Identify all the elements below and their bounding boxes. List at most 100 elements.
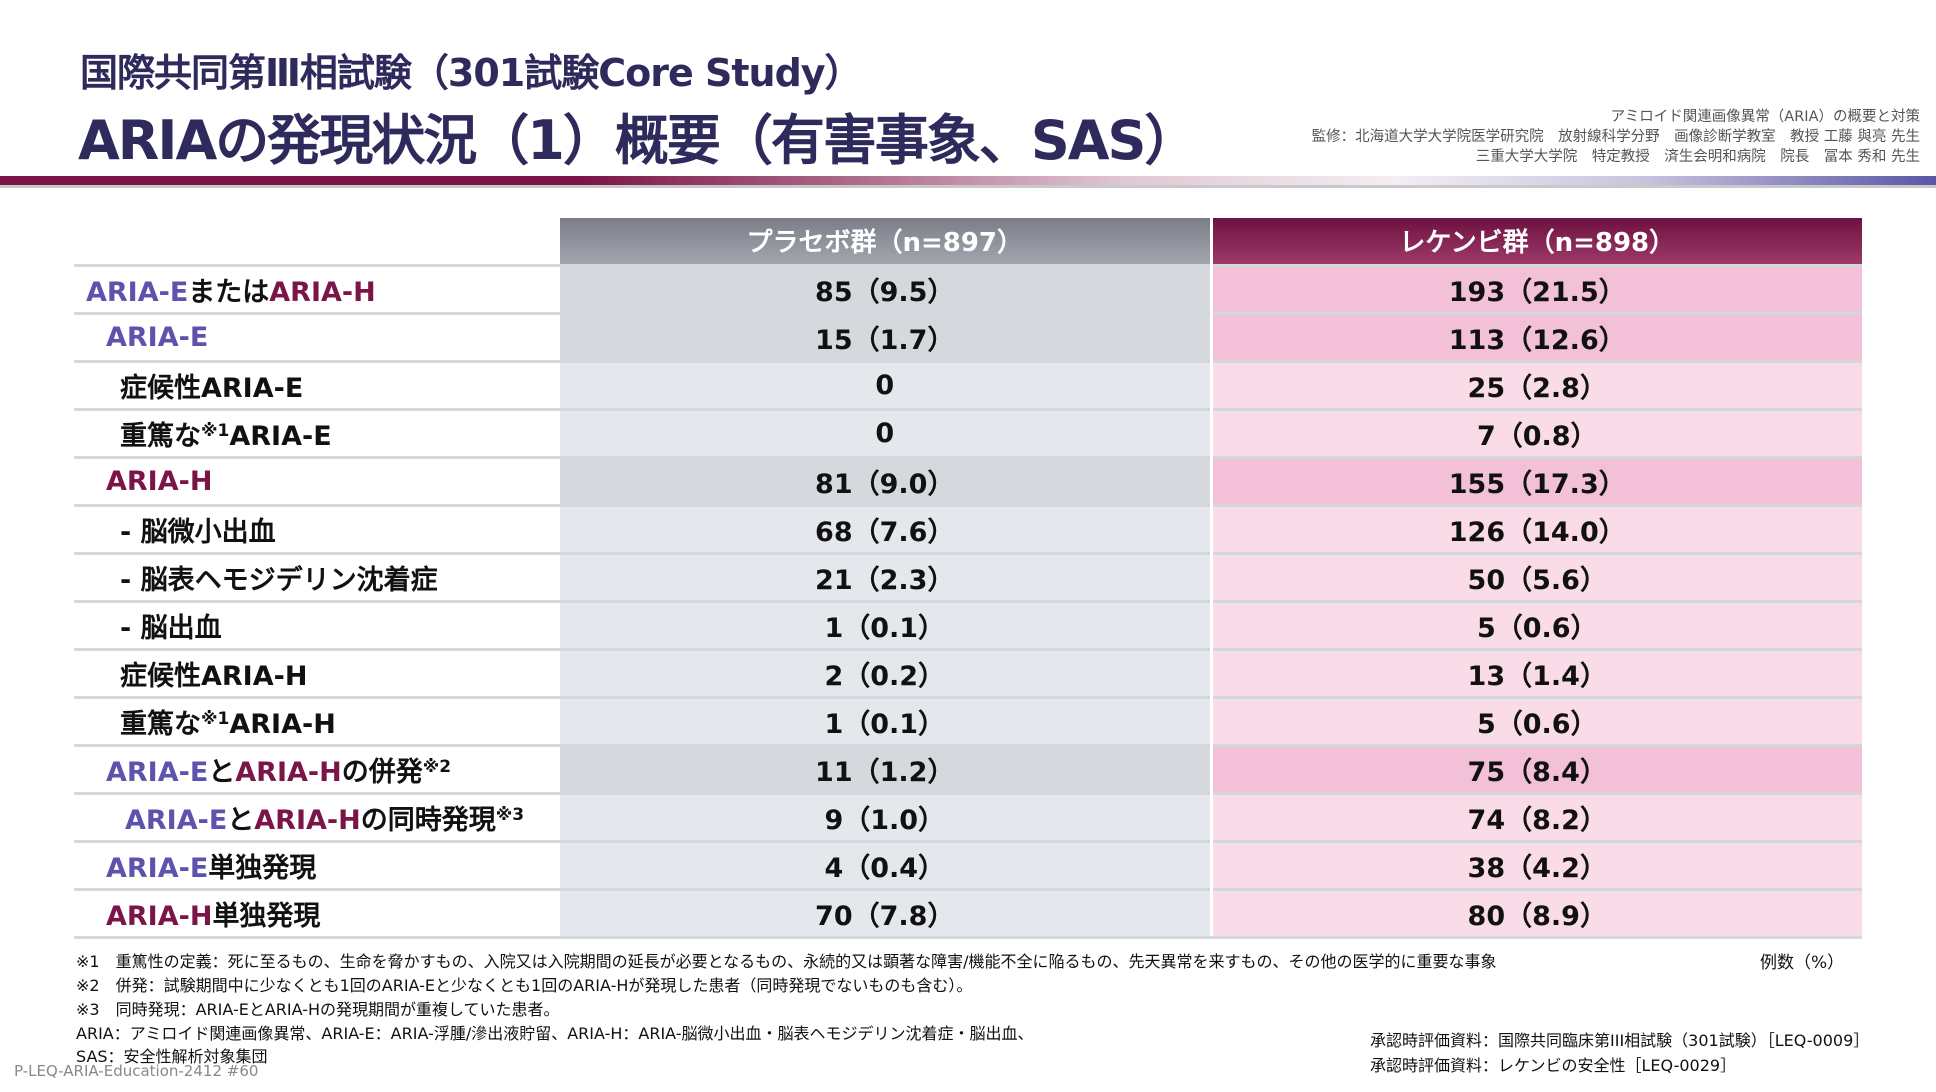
row-label-segment: 重篤な — [120, 708, 201, 740]
table-row: - 脳微小出血 68（7.6） 126（14.0） — [74, 503, 1862, 553]
row-label: ARIA-E — [74, 311, 560, 361]
placebo-value: 68（7.6） — [560, 503, 1211, 553]
placebo-value: 70（7.8） — [560, 887, 1211, 939]
column-header-lecanemab: レケンビ群（n=898） — [1209, 218, 1862, 265]
row-label: ARIA-EまたはARIA-H — [74, 263, 560, 313]
row-label-segment: ARIA-E — [106, 756, 209, 788]
aria-incidence-table: プラセボ群（n=897） レケンビ群（n=898） ARIA-EまたはARIA-… — [74, 218, 1862, 939]
row-label: - 脳出血 — [74, 599, 560, 649]
row-label: 重篤な※1ARIA-E — [74, 407, 560, 457]
table-row: ARIA-EまたはARIA-H 85（9.5） 193（21.5） — [74, 263, 1862, 313]
row-label-segment: ARIA-E — [86, 276, 189, 308]
footnote-marker: ※1 — [201, 708, 230, 729]
placebo-value: 15（1.7） — [560, 311, 1211, 361]
lecanemab-value: 5（0.6） — [1209, 695, 1862, 745]
row-label: ARIA-H — [74, 455, 560, 505]
placebo-value: 0 — [560, 359, 1211, 409]
row-label-segment: または — [188, 276, 270, 308]
footnote-3: ※3 同時発現：ARIA-EとARIA-Hの発現期間が重複していた患者。 — [76, 1000, 560, 1019]
lecanemab-value: 126（14.0） — [1209, 503, 1862, 553]
row-label-segment: 重篤な — [120, 420, 201, 452]
header-divider — [0, 185, 1936, 188]
row-label-segment: ARIA-H — [235, 756, 342, 788]
row-label: ARIA-EとARIA-Hの併発※2 — [74, 743, 560, 793]
table-row: - 脳表ヘモジデリン沈着症 21（2.3） 50（5.6） — [74, 551, 1862, 601]
reference-2: 承認時評価資料：レケンビの安全性［LEQ-0029］ — [1370, 1056, 1737, 1075]
row-label-segment: ARIA-H — [106, 465, 213, 497]
lecanemab-value: 50（5.6） — [1209, 551, 1862, 601]
row-label-segment: ARIA-H — [229, 708, 336, 740]
row-label-segment: ARIA-H — [269, 276, 376, 308]
row-label: 重篤な※1ARIA-H — [74, 695, 560, 745]
row-label-segment: - 脳出血 — [120, 612, 222, 644]
lecanemab-value: 80（8.9） — [1209, 887, 1862, 939]
credit-line: 監修：北海道大学大学院医学研究院 放射線科学分野 画像診断学教室 教授 工藤 與… — [1311, 129, 1920, 145]
document-code: P-LEQ-ARIA-Education-2412 #60 — [14, 1062, 259, 1080]
table-row: - 脳出血 1（0.1） 5（0.6） — [74, 599, 1862, 649]
row-label: ARIA-E単独発現 — [74, 839, 560, 889]
table-row: 症候性ARIA-E 0 25（2.8） — [74, 359, 1862, 409]
header-gradient-bar — [0, 176, 1936, 185]
table-row: ARIA-H単独発現 70（7.8） 80（8.9） — [74, 887, 1862, 939]
row-label: 症候性ARIA-E — [74, 359, 560, 409]
lecanemab-value: 74（8.2） — [1209, 791, 1862, 841]
placebo-value: 81（9.0） — [560, 455, 1211, 505]
placebo-value: 11（1.2） — [560, 743, 1211, 793]
table-row: ARIA-E 15（1.7） 113（12.6） — [74, 311, 1862, 361]
row-label-segment: と — [208, 756, 236, 788]
placebo-value: 4（0.4） — [560, 839, 1211, 889]
row-label-segment: - 脳表ヘモジデリン沈着症 — [120, 564, 438, 596]
placebo-value: 2（0.2） — [560, 647, 1211, 697]
row-label-segment: の併発 — [341, 756, 423, 788]
lecanemab-value: 193（21.5） — [1209, 263, 1862, 313]
row-label: ARIA-H単独発現 — [74, 887, 560, 939]
row-label: ARIA-EとARIA-Hの同時発現※3 — [74, 791, 560, 841]
table-row: 重篤な※1ARIA-H 1（0.1） 5（0.6） — [74, 695, 1862, 745]
row-label-segment: と — [227, 804, 255, 836]
row-label-segment: ARIA-E — [106, 321, 209, 353]
column-header-placebo: プラセボ群（n=897） — [560, 218, 1211, 265]
placebo-value: 0 — [560, 407, 1211, 457]
unit-label: 例数（%） — [1760, 953, 1845, 973]
footnote-1: ※1 重篤性の定義：死に至るもの、生命を脅かすもの、入院又は入院期間の延長が必要… — [76, 952, 1497, 971]
lecanemab-value: 7（0.8） — [1209, 407, 1862, 457]
row-label-segment: ARIA-H — [254, 804, 361, 836]
placebo-value: 9（1.0） — [560, 791, 1211, 841]
row-label: 症候性ARIA-H — [74, 647, 560, 697]
slide-title: ARIAの発現状況（1）概要（有害事象、SAS） — [78, 109, 1198, 172]
credit-line: 三重大学大学院 特定教授 済生会明和病院 院長 冨本 秀和 先生 — [1475, 149, 1920, 165]
placebo-value: 1（0.1） — [560, 599, 1211, 649]
placebo-value: 21（2.3） — [560, 551, 1211, 601]
table-row: ARIA-EとARIA-Hの併発※2 11（1.2） 75（8.4） — [74, 743, 1862, 793]
slide-subtitle: 国際共同第Ⅲ相試験（301試験Core Study） — [80, 51, 863, 95]
row-label-segment: ARIA-E — [106, 852, 209, 884]
table-row: ARIA-EとARIA-Hの同時発現※3 9（1.0） 74（8.2） — [74, 791, 1862, 841]
lecanemab-value: 113（12.6） — [1209, 311, 1862, 361]
row-label-segment: 症候性ARIA-E — [120, 372, 304, 404]
row-label-segment: の同時発現 — [360, 804, 496, 836]
abbreviations-sas: SAS：安全性解析対象集団 — [76, 1047, 268, 1066]
footnote-marker: ※2 — [422, 756, 452, 777]
row-label-segment: - 脳微小出血 — [120, 516, 276, 548]
row-label-segment: ARIA-E — [125, 804, 228, 836]
footnote-marker: ※3 — [495, 804, 525, 825]
reference-1: 承認時評価資料：国際共同臨床第III相試験（301試験）［LEQ-0009］ — [1370, 1031, 1870, 1050]
lecanemab-value: 13（1.4） — [1209, 647, 1862, 697]
row-label-segment: 単独発現 — [212, 900, 321, 932]
row-label-segment: 単独発現 — [208, 852, 317, 884]
credit-line: アミロイド関連画像異常（ARIA）の概要と対策 — [1610, 109, 1920, 125]
abbreviations-aria: ARIA：アミロイド関連画像異常、ARIA-E：ARIA-浮腫/滲出液貯留、AR… — [76, 1024, 1034, 1043]
row-label-segment: ARIA-H — [106, 900, 213, 932]
lecanemab-value: 75（8.4） — [1209, 743, 1862, 793]
row-label-segment: 症候性ARIA-H — [120, 660, 308, 692]
footnote-2: ※2 併発：試験期間中に少なくとも1回のARIA-Eと少なくとも1回のARIA-… — [76, 976, 973, 995]
placebo-value: 1（0.1） — [560, 695, 1211, 745]
lecanemab-value: 25（2.8） — [1209, 359, 1862, 409]
lecanemab-value: 5（0.6） — [1209, 599, 1862, 649]
footnote-marker: ※1 — [201, 420, 230, 441]
header-blank — [74, 218, 560, 265]
lecanemab-value: 155（17.3） — [1209, 455, 1862, 505]
lecanemab-value: 38（4.2） — [1209, 839, 1862, 889]
placebo-value: 85（9.5） — [560, 263, 1211, 313]
row-label-segment: ARIA-E — [229, 420, 332, 452]
